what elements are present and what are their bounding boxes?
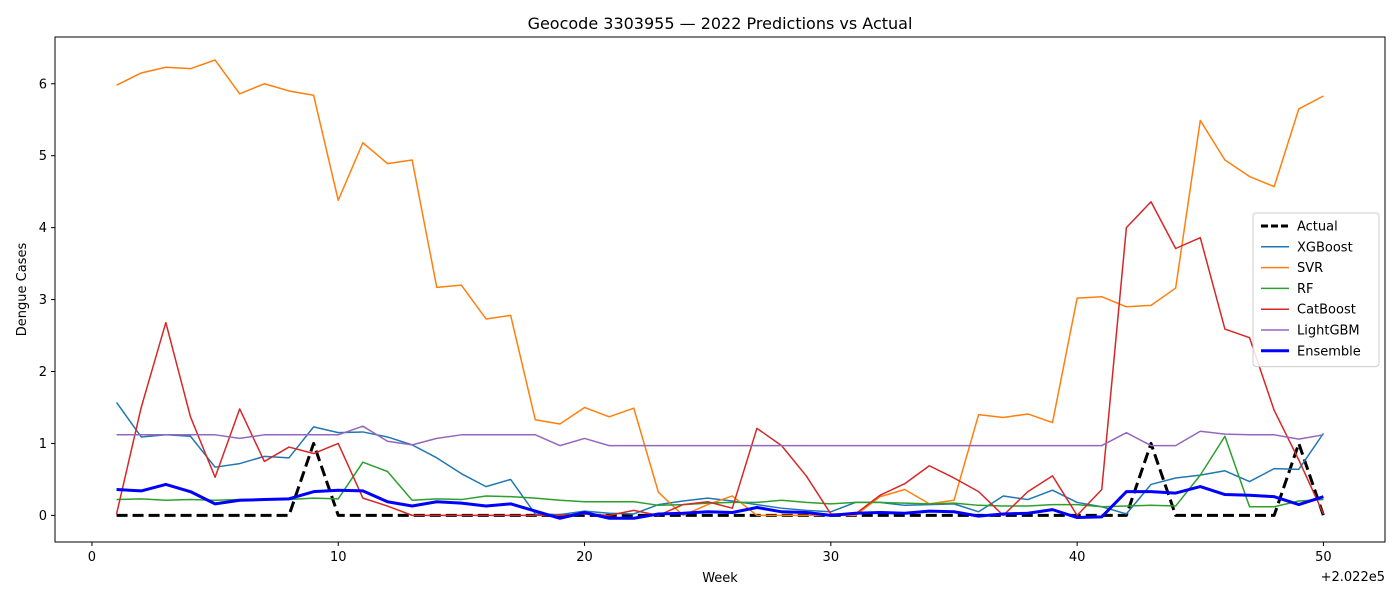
legend-label-actual: Actual (1297, 220, 1338, 235)
y-tick-label: 4 (39, 221, 47, 236)
series-line-lightgbm (116, 425, 1324, 447)
legend-label-lightgbm: LightGBM (1297, 324, 1360, 339)
x-axis-label: Week (702, 571, 738, 586)
legend-label-svr: SVR (1297, 261, 1323, 276)
x-tick-label: 10 (330, 550, 347, 565)
legend-box (1252, 212, 1380, 368)
series-line-rf (116, 435, 1324, 508)
axes-frame (54, 36, 1386, 543)
y-tick-label: 2 (39, 365, 47, 380)
chart-title: Geocode 3303955 — 2022 Predictions vs Ac… (528, 14, 913, 33)
y-axis: 0 1 2 3 4 5 6 (39, 77, 55, 524)
x-axis: 0 10 20 30 40 50 (88, 542, 1332, 565)
legend-label-xgboost: XGBoost (1297, 240, 1353, 255)
x-tick-label: 30 (823, 550, 840, 565)
y-tick-label: 1 (39, 437, 47, 452)
legend-label-rf: RF (1297, 282, 1314, 297)
y-axis-label: Dengue Cases (15, 243, 30, 337)
series-line-svr (116, 59, 1324, 517)
x-axis-offset-label: +2.022e5 (1321, 570, 1385, 585)
series-line-actual (116, 441, 1325, 517)
series-line-ensemble (116, 482, 1324, 520)
y-tick-label: 3 (39, 293, 47, 308)
x-tick-label: 20 (576, 550, 593, 565)
x-tick-label: 50 (1315, 550, 1332, 565)
y-tick-label: 5 (39, 149, 47, 164)
plot-area (115, 59, 1325, 520)
legend-label-catboost: CatBoost (1297, 303, 1356, 318)
x-tick-label: 0 (88, 550, 96, 565)
y-tick-label: 6 (39, 77, 47, 92)
legend-label-ensemble: Ensemble (1297, 344, 1361, 359)
legend: Actual XGBoost SVR RF CatBoost LightGBM Ensemb… (1252, 212, 1380, 368)
series-line-catboost (115, 200, 1325, 517)
y-tick-label: 0 (39, 509, 47, 524)
x-tick-label: 40 (1069, 550, 1086, 565)
